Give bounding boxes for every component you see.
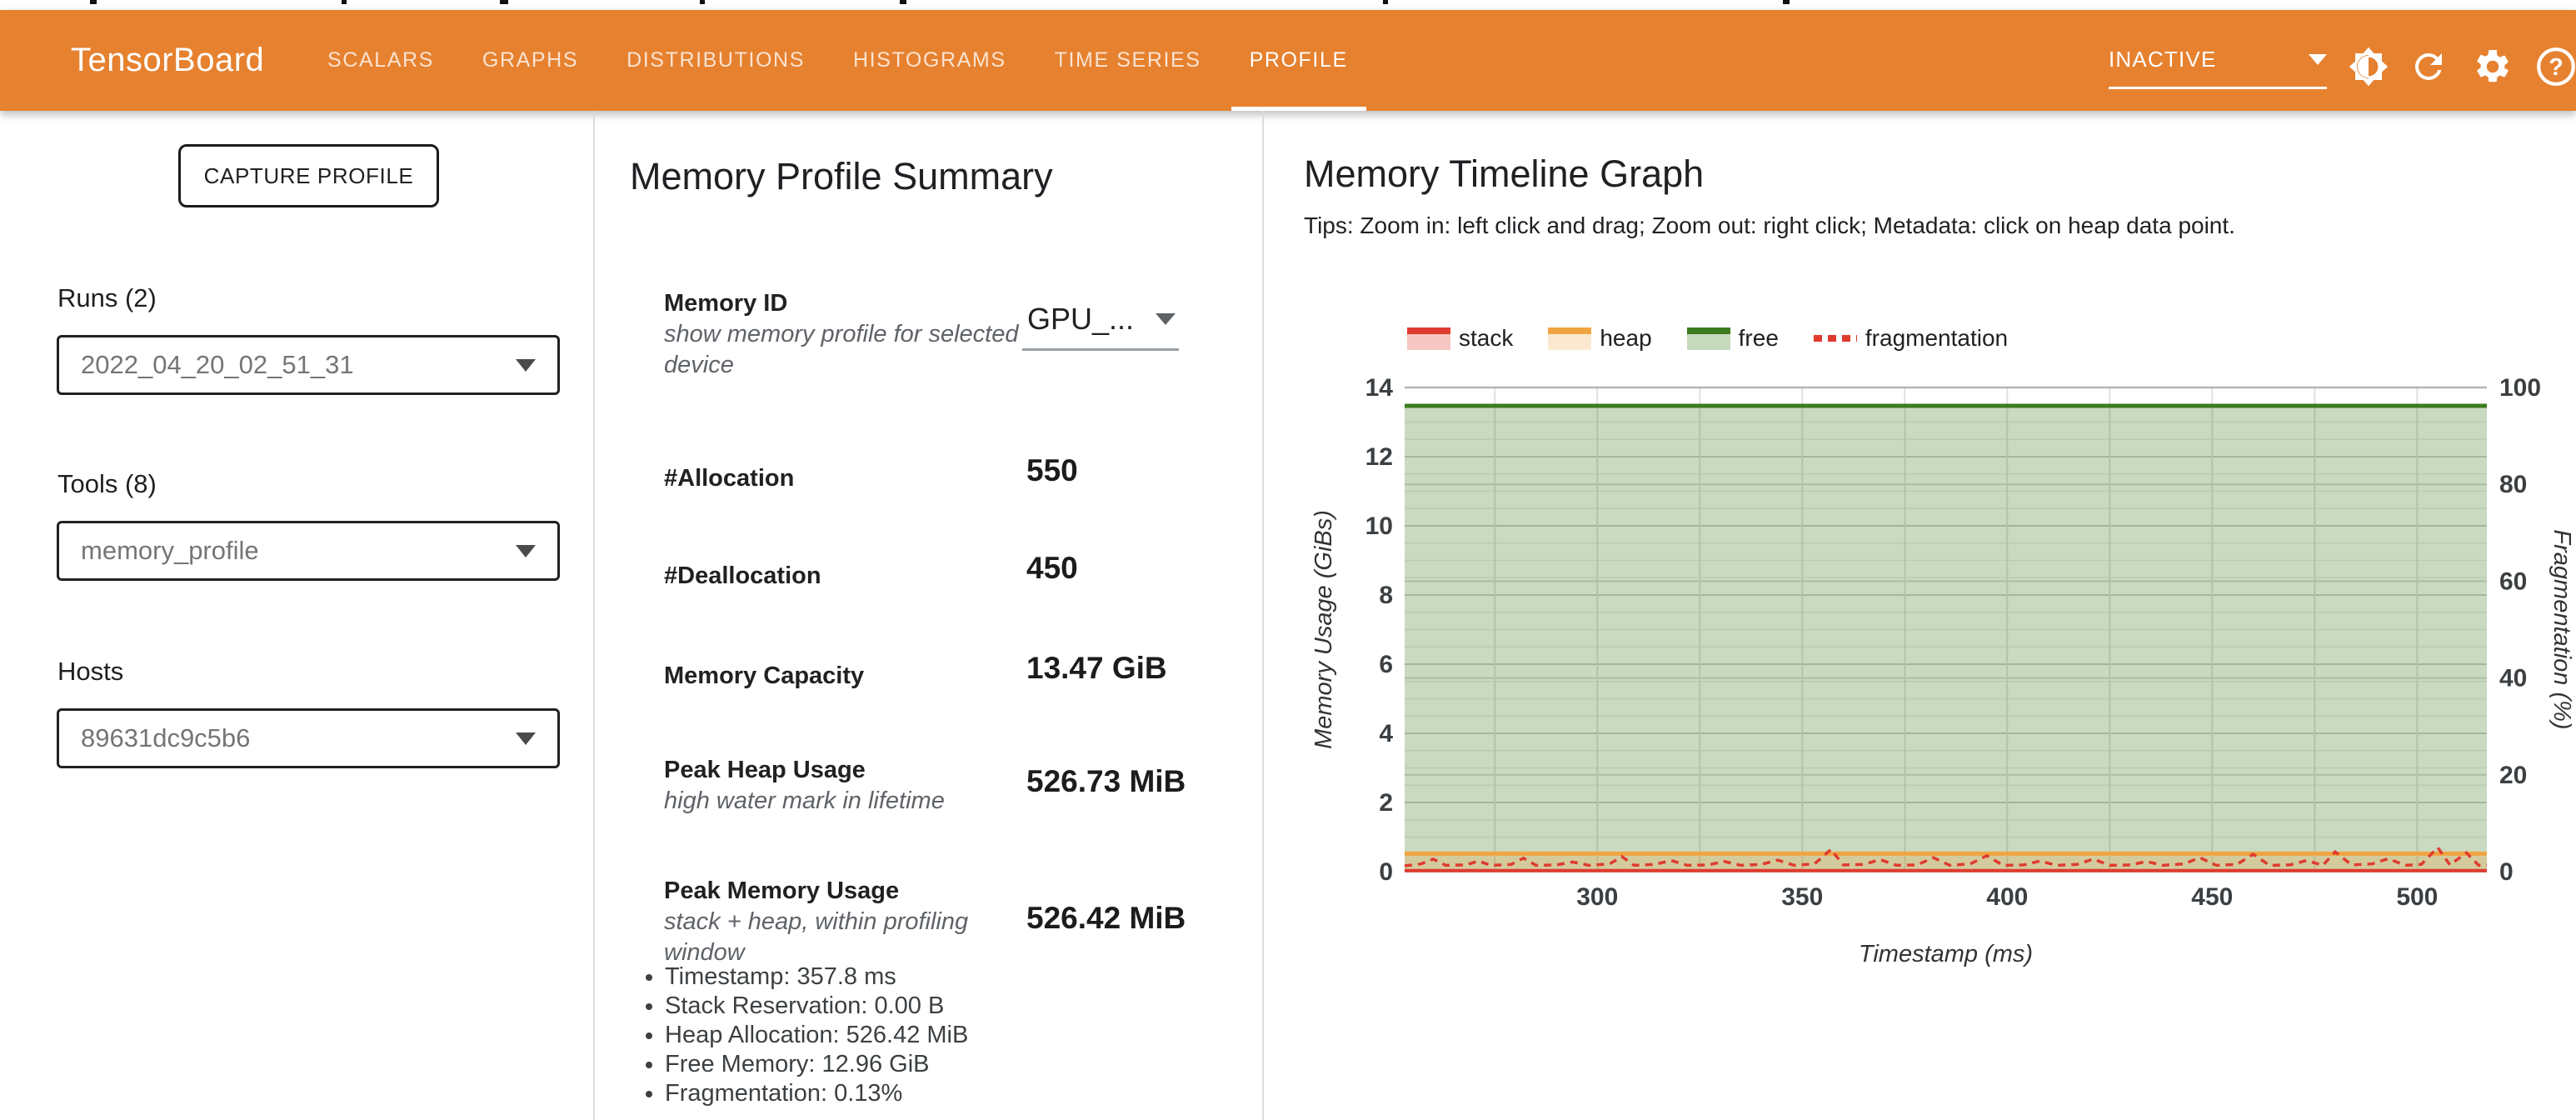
allocation-label: #Allocation bbox=[664, 465, 795, 492]
memory-id-dropdown[interactable]: GPU_... bbox=[1022, 302, 1180, 351]
runs-label: Runs (2) bbox=[57, 283, 157, 312]
chevron-down-icon bbox=[516, 544, 536, 558]
memory-id-dropdown-value: GPU_... bbox=[1027, 302, 1135, 336]
status-dropdown-value: INACTIVE bbox=[2109, 47, 2217, 72]
svg-text:8: 8 bbox=[1379, 582, 1393, 609]
svg-text:20: 20 bbox=[2499, 762, 2527, 789]
legend-fragmentation: fragmentation bbox=[1813, 325, 2008, 352]
legend-free: free bbox=[1686, 325, 1779, 352]
tab-time-series[interactable]: TIME SERIES bbox=[1054, 48, 1201, 72]
svg-text:10: 10 bbox=[1365, 512, 1393, 540]
tools-dropdown[interactable]: memory_profile bbox=[57, 521, 560, 581]
tab-graphs[interactable]: GRAPHS bbox=[482, 48, 579, 72]
peak-heap-row: Peak Heap Usage high water mark in lifet… bbox=[664, 755, 1035, 817]
sidebar-divider bbox=[593, 111, 595, 1120]
chevron-down-icon bbox=[1156, 313, 1176, 325]
peak-memory-label: Peak Memory Usage bbox=[664, 878, 900, 904]
svg-text:40: 40 bbox=[2499, 665, 2527, 692]
svg-text:?: ? bbox=[2549, 54, 2564, 81]
detail-stack-reservation: Stack Reservation: 0.00 B bbox=[665, 992, 1068, 1021]
detail-free-memory: Free Memory: 12.96 GiB bbox=[665, 1050, 1068, 1079]
memory-id-label: Memory ID bbox=[664, 290, 788, 317]
peak-heap-value: 526.73 MiB bbox=[1026, 764, 1186, 798]
brightness-icon[interactable] bbox=[2349, 47, 2389, 87]
svg-text:500: 500 bbox=[2396, 883, 2438, 911]
hosts-label: Hosts bbox=[57, 657, 124, 686]
help-icon[interactable]: ? bbox=[2536, 47, 2576, 87]
svg-text:Fragmentation (%): Fragmentation (%) bbox=[2549, 529, 2575, 729]
svg-text:12: 12 bbox=[1365, 443, 1393, 471]
tab-distributions[interactable]: DISTRIBUTIONS bbox=[627, 48, 805, 72]
legend-heap: heap bbox=[1548, 325, 1652, 352]
capture-profile-button[interactable]: CAPTURE PROFILE bbox=[178, 144, 439, 208]
chevron-down-icon bbox=[2309, 54, 2327, 65]
capacity-value: 13.47 GiB bbox=[1026, 651, 1167, 685]
deallocation-label: #Deallocation bbox=[664, 562, 821, 589]
tab-histograms[interactable]: HISTOGRAMS bbox=[852, 48, 1006, 72]
detail-timestamp: Timestamp: 357.8 ms bbox=[665, 962, 1068, 992]
refresh-icon[interactable] bbox=[2409, 47, 2449, 87]
settings-icon[interactable] bbox=[2473, 47, 2513, 87]
top-navbar: TensorBoard SCALARS GRAPHS DISTRIBUTIONS… bbox=[0, 10, 2576, 111]
summary-divider bbox=[1262, 111, 1264, 1120]
legend-stack: stack bbox=[1407, 325, 1513, 352]
nav-tabs: SCALARS GRAPHS DISTRIBUTIONS HISTOGRAMS … bbox=[327, 10, 1366, 111]
capacity-label: Memory Capacity bbox=[664, 662, 865, 689]
memory-id-row: Memory ID show memory profile for select… bbox=[664, 288, 1035, 381]
timeline-title: Memory Timeline Graph bbox=[1304, 152, 1705, 195]
svg-text:100: 100 bbox=[2499, 374, 2541, 402]
clipped-page-top bbox=[0, 0, 2576, 10]
runs-dropdown-value: 2022_04_20_02_51_31 bbox=[81, 350, 354, 379]
deallocation-value: 450 bbox=[1026, 551, 1078, 585]
peak-memory-value: 526.42 MiB bbox=[1026, 901, 1186, 935]
svg-text:Timestamp (ms): Timestamp (ms) bbox=[1859, 941, 2033, 968]
tensorboard-logo: TensorBoard bbox=[71, 42, 265, 78]
svg-text:2: 2 bbox=[1379, 789, 1393, 817]
summary-title: Memory Profile Summary bbox=[630, 155, 1053, 198]
allocation-row: #Allocation bbox=[664, 463, 1035, 494]
peak-heap-label: Peak Heap Usage bbox=[664, 757, 866, 783]
svg-text:0: 0 bbox=[2499, 858, 2514, 886]
hosts-dropdown[interactable]: 89631dc9c5b6 bbox=[57, 708, 560, 768]
svg-text:60: 60 bbox=[2499, 568, 2527, 595]
tools-dropdown-value: memory_profile bbox=[81, 536, 259, 565]
chevron-down-icon bbox=[516, 732, 536, 745]
peak-memory-row: Peak Memory Usage stack + heap, within p… bbox=[664, 876, 1035, 968]
tab-profile[interactable]: PROFILE bbox=[1231, 10, 1366, 111]
timeline-tips: Tips: Zoom in: left click and drag; Zoom… bbox=[1304, 212, 2235, 238]
hosts-dropdown-value: 89631dc9c5b6 bbox=[81, 723, 251, 752]
svg-text:6: 6 bbox=[1379, 651, 1393, 678]
stack-swatch-icon bbox=[1407, 327, 1450, 350]
svg-text:450: 450 bbox=[2191, 883, 2233, 911]
runs-dropdown[interactable]: 2022_04_20_02_51_31 bbox=[57, 335, 560, 395]
svg-text:400: 400 bbox=[1986, 883, 2028, 911]
svg-text:0: 0 bbox=[1379, 858, 1393, 886]
svg-text:80: 80 bbox=[2499, 471, 2527, 498]
deallocation-row: #Deallocation bbox=[664, 561, 1035, 592]
svg-text:Memory Usage (GiBs): Memory Usage (GiBs) bbox=[1310, 510, 1337, 749]
chevron-down-icon bbox=[516, 358, 536, 372]
capacity-row: Memory Capacity bbox=[664, 661, 1035, 692]
svg-text:4: 4 bbox=[1379, 720, 1393, 748]
svg-text:14: 14 bbox=[1365, 374, 1394, 402]
detail-fragmentation: Fragmentation: 0.13% bbox=[665, 1079, 1068, 1108]
free-swatch-icon bbox=[1686, 327, 1730, 350]
fragmentation-dash-icon bbox=[1813, 335, 1857, 342]
detail-heap-allocation: Heap Allocation: 526.42 MiB bbox=[665, 1021, 1068, 1050]
status-dropdown[interactable]: INACTIVE bbox=[2109, 47, 2327, 89]
svg-text:350: 350 bbox=[1781, 883, 1823, 911]
peak-memory-desc: stack + heap, within profiling window bbox=[664, 908, 969, 966]
tab-scalars[interactable]: SCALARS bbox=[327, 48, 434, 72]
heap-swatch-icon bbox=[1548, 327, 1592, 350]
chart-legend: stack heap free fragmentation bbox=[1407, 325, 2008, 352]
memory-timeline-chart[interactable]: 0 2 4 6 8 10 12 14 0 20 40 60 80 100 300 350 400 450 500 Ti… bbox=[1266, 317, 2576, 983]
peak-heap-desc: high water mark in lifetime bbox=[664, 788, 945, 814]
peak-memory-details: Timestamp: 357.8 ms Stack Reservation: 0… bbox=[635, 962, 1068, 1108]
tools-label: Tools (8) bbox=[57, 469, 157, 498]
allocation-value: 550 bbox=[1026, 453, 1078, 488]
svg-text:300: 300 bbox=[1576, 883, 1618, 911]
memory-id-desc: show memory profile for selected device bbox=[664, 321, 1019, 378]
